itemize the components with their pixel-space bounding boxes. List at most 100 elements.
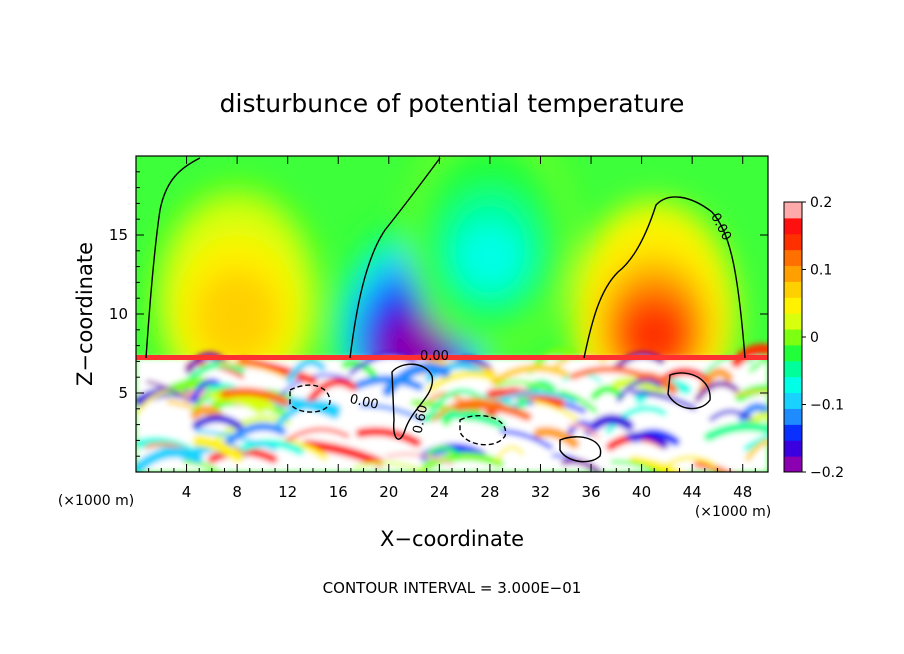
turbulence-streak [734,384,768,402]
turbulence-streak [493,380,555,394]
turbulence-streak [422,410,506,429]
turbulence-streak [359,403,425,422]
chart-title: disturbunce of potential temperature [220,89,685,118]
colorbar-swatch [784,281,802,298]
x-tick-label: 44 [683,483,702,501]
turbulence-streak [590,385,625,401]
zero-contour-left [145,157,201,359]
turbulence-streak [136,389,189,417]
anomaly-3-ring [619,301,689,369]
contour-loop-5 [559,436,602,463]
x-tick-label: 20 [379,483,398,501]
colorbar-swatch [784,297,802,314]
turbulence-streak [709,409,752,422]
colorbar-swatch [784,344,802,362]
colorbar-swatch [784,408,802,425]
turbulence-streak [453,401,532,421]
z-tick-label: 5 [118,384,128,402]
zero-contour-middle [349,157,441,359]
turbulence-streak [424,362,484,383]
colorbar-swatch [784,233,802,251]
x-tick-label: 40 [632,483,651,501]
x-tick-label: 12 [278,483,297,501]
z-tick-label: 10 [109,305,128,323]
contour-interval-note: CONTOUR INTERVAL = 3.000E−01 [323,579,582,597]
x-tick-label: 28 [480,483,499,501]
x-axis-label: X−coordinate [380,527,524,551]
colorbar-tick-label: −0.2 [810,465,844,481]
x-tick-label: 32 [531,483,550,501]
turbulence-streak [532,399,578,422]
turbulence-streak [355,427,422,448]
colorbar-swatch [784,456,802,473]
x-tick-label: 36 [581,483,600,501]
colorbar-swatch [784,249,802,267]
turbulence-streak [694,380,739,403]
turbulence-streak [191,414,243,430]
turbulence-streak [385,452,454,466]
z-axis: 5 10 15 [109,171,768,457]
turbulence-streak [664,455,717,468]
turbulence-streak [285,358,326,384]
turbulence-streak [499,429,553,450]
turbulence-streak [743,433,768,452]
colorbar-swatch [784,376,802,394]
x-axis-unit-left: (×1000 m) [58,493,134,509]
turbulence-streak [192,435,244,463]
colorbar: 0.2 0.1 0 −0.1 −0.2 [783,195,844,481]
contour-label: 0.60 [410,404,431,435]
turbulence-streak [353,461,427,472]
contour-lines [145,157,746,463]
turbulence-streak [426,370,502,393]
colorbar-swatch [784,217,802,235]
turbulence-streak [745,438,768,462]
contour-loop-2 [289,384,331,413]
turbulence-streak [605,405,667,435]
plot-area [136,156,768,472]
turbulence-streak [703,421,768,442]
turbulence-streak [567,423,600,440]
turbulence-streak [145,380,191,403]
turbulence-streak [285,427,350,442]
turbulence-streak [220,387,290,407]
colorbar-tick-label: 0.2 [810,195,832,211]
colorbar-swatch [784,329,802,346]
turbulence-streak [421,452,504,471]
anomaly-2-ring [455,222,525,290]
turbulence-streak [237,357,318,386]
turbulence-streak [748,356,768,373]
turbulence-streak [616,378,662,403]
layer-interface [136,355,768,360]
x-tick-label: 24 [430,483,449,501]
turbulence-streak [558,389,598,414]
turbulence-streak [208,391,264,415]
turbulence-streak [239,439,304,456]
colorbar-swatch [784,202,802,219]
turbulence-streak [734,390,768,397]
turbulence-streak [693,461,733,472]
turbulence-streak [490,364,569,386]
turbulence-streak [625,431,669,449]
turbulence-streak [275,400,342,427]
turbulence-streak [424,445,461,458]
turbulence-streak [218,361,289,379]
colorbar-swatch [784,392,802,409]
turbulence-streak [136,447,203,472]
anomaly-0-ring [202,286,272,354]
turbulence-streak [183,459,223,472]
turbulence-streak [301,439,385,468]
z-axis-label: Z−coordinate [73,242,97,386]
lower-layer-field [136,343,768,472]
contour-label: 0.00 [348,392,379,413]
x-tick-label: 16 [329,483,348,501]
x-axis: 4 8 12 16 20 24 28 32 36 40 44 48 [148,156,756,501]
turbulence-streak [494,445,525,463]
contour-loop-3 [667,372,711,410]
x-axis-unit-right: (×1000 m) [695,504,771,520]
turbulence-streak [478,393,519,411]
contour-loop-1 [391,363,434,440]
x-tick-label: 8 [232,483,242,501]
turbulence-streak [610,459,660,472]
contour-label: 0.00 [420,349,449,364]
